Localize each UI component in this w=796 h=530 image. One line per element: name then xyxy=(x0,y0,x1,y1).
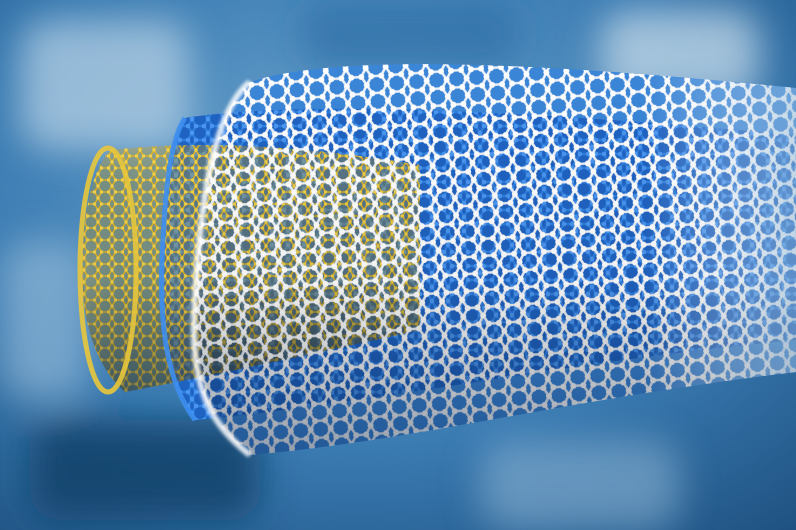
outer-wall-rim xyxy=(191,79,252,458)
middle-wall-rim xyxy=(159,116,198,422)
outer-lattice xyxy=(159,64,796,458)
inner-wall-opening xyxy=(77,145,139,395)
